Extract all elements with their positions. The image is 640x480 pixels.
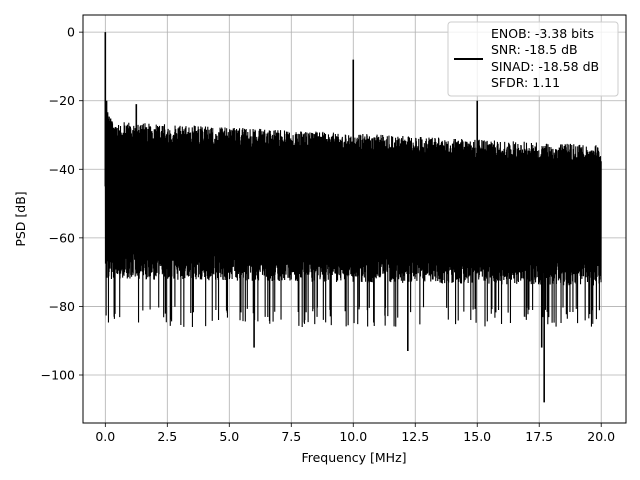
y-tick-label: 0 bbox=[67, 25, 75, 40]
x-tick-label: 7.5 bbox=[281, 429, 301, 444]
x-tick-label: 20.0 bbox=[587, 429, 615, 444]
y-tick-label: −80 bbox=[49, 299, 75, 314]
legend-line-3: SINAD: -18.58 dB bbox=[491, 59, 599, 74]
legend: ENOB: -3.38 bits SNR: -18.5 dB SINAD: -1… bbox=[447, 21, 619, 97]
axes-frame bbox=[82, 14, 627, 424]
y-tick-label: −20 bbox=[49, 93, 75, 108]
legend-line-2: SNR: -18.5 dB bbox=[491, 42, 578, 57]
x-tick-label: 10.0 bbox=[339, 429, 367, 444]
y-tick-label: −60 bbox=[49, 230, 75, 245]
x-axis: 0.0 2.5 5.0 7.5 10.0 12.5 15.0 17.5 20.0 bbox=[95, 423, 615, 444]
y-axis-label: PSD [dB] bbox=[13, 191, 28, 246]
x-axis-label: Frequency [MHz] bbox=[301, 450, 406, 465]
legend-line-1: ENOB: -3.38 bits bbox=[491, 26, 594, 41]
psd-noise-trace bbox=[104, 110, 602, 327]
y-tick-label: −100 bbox=[41, 368, 75, 383]
legend-line-4: SFDR: 1.11 bbox=[491, 75, 560, 90]
x-tick-label: 5.0 bbox=[219, 429, 239, 444]
x-tick-label: 15.0 bbox=[463, 429, 491, 444]
x-tick-label: 17.5 bbox=[525, 429, 553, 444]
plot-area bbox=[104, 32, 602, 403]
y-tick-label: −40 bbox=[49, 162, 75, 177]
x-tick-label: 2.5 bbox=[157, 429, 177, 444]
y-axis: 0 −20 −40 −60 −80 −100 bbox=[41, 25, 83, 383]
x-tick-label: 0.0 bbox=[95, 429, 115, 444]
legend-box bbox=[447, 21, 619, 97]
x-tick-label: 12.5 bbox=[401, 429, 429, 444]
